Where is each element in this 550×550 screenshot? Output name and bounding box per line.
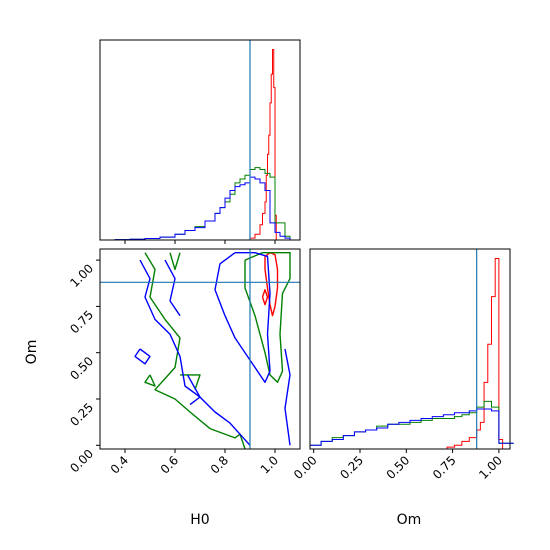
x-tick-label-2: 0.50 xyxy=(384,453,413,482)
y-axis-label-om: Om xyxy=(24,340,40,365)
contour-0000ff-2 xyxy=(164,259,181,317)
y-tick-label-2: 0.50 xyxy=(67,354,96,383)
contour-ff0000-1 xyxy=(261,289,269,306)
om-histogram-panel: 0.00 0.25 0.50 0.75 1.00 xyxy=(291,248,514,482)
x-tick-label-0: 0.00 xyxy=(291,453,320,482)
x-tick-label-0: 0.4 xyxy=(108,453,131,476)
om-histogram-frame xyxy=(309,248,511,450)
x-tick-label-3: 1.0 xyxy=(258,453,281,476)
x-tick-label-1: 0.6 xyxy=(158,453,181,476)
x-tick-label-1: 0.25 xyxy=(337,453,366,482)
y-tick-label-0: 0.00 xyxy=(67,447,96,476)
contour-008000-1 xyxy=(144,252,246,449)
h0-histogram-frame xyxy=(99,39,301,241)
contour-0000ff-1 xyxy=(139,259,251,446)
h0-om-contour-panel: 0.4 0.6 0.8 1.0 0.00 0.25 0.50 0.75 1.00 xyxy=(67,248,301,477)
contour-008000-2 xyxy=(169,252,181,271)
contour-ff0000-0 xyxy=(264,252,279,317)
contour-0000ff-3 xyxy=(134,348,151,365)
contour-0000ff-5 xyxy=(186,374,201,406)
x-tick-label-3: 0.75 xyxy=(430,453,459,482)
y-tick-label-3: 0.75 xyxy=(67,308,96,337)
y-tick-label-1: 0.25 xyxy=(67,400,96,429)
contour-008000-4 xyxy=(180,374,201,390)
x-tick-label-2: 0.8 xyxy=(208,453,231,476)
histogram-step-ff0000 xyxy=(245,49,278,241)
contour-0000ff-0 xyxy=(214,252,271,383)
histogram-step-ff0000 xyxy=(439,258,507,450)
x-axis-label-h0: H0 xyxy=(190,512,209,528)
x-tick-label-4: 1.00 xyxy=(476,453,505,482)
contour-frame xyxy=(99,248,301,450)
contour-0000ff-4 xyxy=(284,348,291,446)
h0-histogram-panel xyxy=(99,39,301,244)
x-axis-label-om: Om xyxy=(397,512,422,528)
histogram-step-0000ff xyxy=(309,408,514,449)
contour-008000-3 xyxy=(144,374,156,387)
histogram-step-0000ff xyxy=(100,176,295,241)
y-tick-label-4: 1.00 xyxy=(67,261,96,290)
contour-008000-0 xyxy=(244,252,291,383)
